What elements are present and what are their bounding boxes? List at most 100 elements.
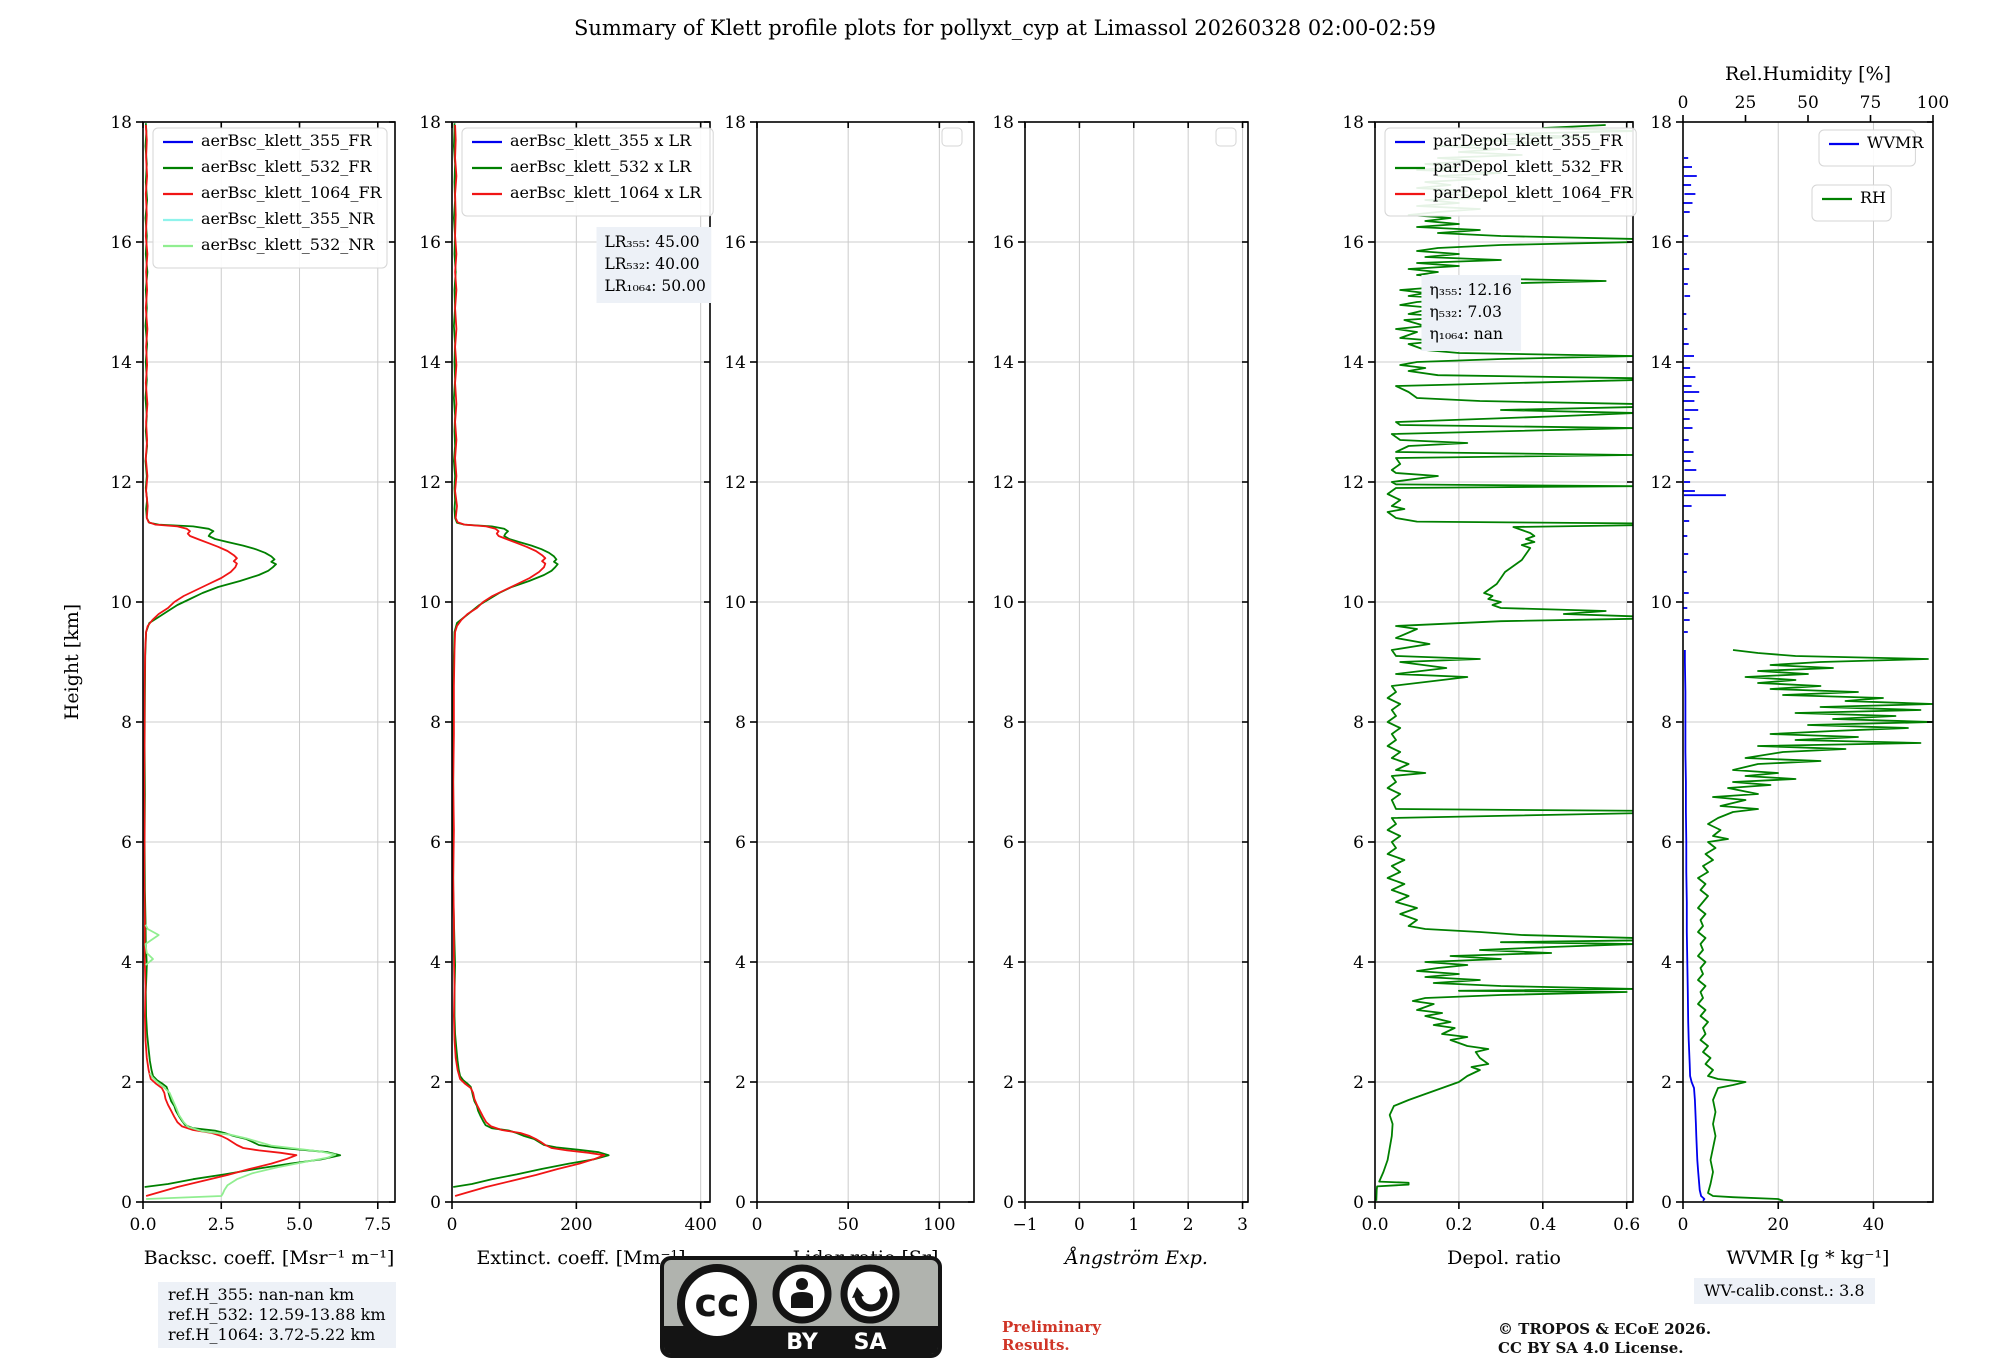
series-aerBsc_klett_532_NR (144, 924, 160, 966)
y-tick-label: 0 (430, 1193, 441, 1213)
legend-label: aerBsc_klett_355_NR (201, 209, 375, 228)
extinction-panel-frame (451, 121, 711, 1203)
depol-ratio-panel-series (1375, 124, 1633, 1201)
angstroem-panel-xlabel: Ångström Exp. (1063, 1247, 1208, 1269)
cc-letters: cc (694, 1281, 739, 1325)
preliminary-results-note: Preliminary Results. (1002, 1318, 1101, 1354)
annotation-line: η₃₅₅: 12.16 (1429, 281, 1511, 299)
y-tick-label: 18 (1650, 113, 1672, 133)
depol-ratio-panel-xlabel: Depol. ratio (1447, 1247, 1561, 1269)
share-alike-arrowhead (852, 1287, 864, 1298)
legend-label: WVMR (1867, 133, 1924, 152)
backscatter-panel-legend: aerBsc_klett_355_FR aerBsc_klett_532_FRae… (152, 127, 388, 269)
legend-label: aerBsc_klett_532_FR (201, 157, 372, 176)
extinction-panel-legend: aerBsc_klett_355 x LR aerBsc_klett_532 x … (461, 127, 714, 217)
y-tick-label: 4 (430, 953, 441, 973)
y-tick-label: 16 (992, 233, 1014, 253)
y-tick-label: 0 (1353, 1193, 1364, 1213)
legend-label: RH (1860, 188, 1886, 207)
y-tick-label: 16 (724, 233, 746, 253)
annotation-line: LR₁₀₆₄: 50.00 (604, 277, 705, 295)
y-tick-label: 12 (992, 473, 1014, 493)
extinction-panel-series (452, 123, 610, 1197)
y-tick-label: 8 (735, 713, 746, 733)
y-tick-label: 16 (1342, 233, 1364, 253)
angstroem-panel-frame (1024, 121, 1249, 1203)
x-tick-label: 0 (447, 1215, 458, 1235)
reference-height-box: ref.H_355: nan-nan km ref.H_532: 12.59-1… (158, 1282, 396, 1348)
y-tick-label: 2 (1003, 1073, 1014, 1093)
x-tick-label: 0 (1678, 1215, 1689, 1235)
ref-h-355: ref.H_355: nan-nan km (168, 1285, 355, 1304)
y-tick-label: 8 (1353, 713, 1364, 733)
wvmr-rh-panel-legend: RH (1811, 184, 1892, 222)
person-body (791, 1292, 813, 1308)
series-parDepol_klett_532_FR (1375, 124, 1633, 1201)
share-alike-icon (840, 1264, 900, 1324)
y-tick-label: 8 (121, 713, 132, 733)
series-WVMR (1684, 650, 1706, 1202)
x-tick-label: −1 (1012, 1215, 1037, 1235)
rh-axis-label: Rel.Humidity [%] (1725, 63, 1891, 85)
y-tick-label: 18 (992, 113, 1014, 133)
lidar-ratio-panel: 050100024681012141618Lidar ratio [Sr] (724, 113, 975, 1269)
y-tick-label: 18 (419, 113, 441, 133)
wvmr-rh-panel-series (1683, 157, 1933, 1202)
top-tick-label: 75 (1860, 93, 1882, 113)
x-tick-label: 0 (1074, 1215, 1085, 1235)
y-tick-label: 6 (1003, 833, 1014, 853)
height-axis-label: Height [km] (61, 604, 83, 720)
x-tick-label: 0.2 (1445, 1215, 1472, 1235)
wvmr-rh-panel-xlabel: WVMR [g * kg⁻¹] (1727, 1247, 1890, 1269)
legend-label: aerBsc_klett_1064_FR (201, 183, 383, 202)
ref-h-1064: ref.H_1064: 3.72-5.22 km (168, 1325, 376, 1344)
y-tick-label: 10 (724, 593, 746, 613)
series-aerBsc_klett_532_FR (143, 123, 342, 1188)
y-tick-label: 12 (1650, 473, 1672, 493)
y-tick-label: 6 (1661, 833, 1672, 853)
y-tick-label: 18 (1342, 113, 1364, 133)
annotation-line: LR₅₃₂: 40.00 (604, 255, 699, 273)
angstroem-panel-legend (1215, 127, 1237, 147)
y-tick-label: 8 (430, 713, 441, 733)
x-tick-label: 2.5 (208, 1215, 235, 1235)
y-tick-label: 0 (121, 1193, 132, 1213)
backscatter-panel-frame (142, 121, 396, 1203)
figure-title: Summary of Klett profile plots for polly… (573, 16, 1436, 40)
y-tick-label: 0 (1661, 1193, 1672, 1213)
badge-by-label: BY (786, 1330, 819, 1355)
y-tick-label: 2 (1661, 1073, 1672, 1093)
y-tick-label: 2 (735, 1073, 746, 1093)
x-tick-label: 200 (560, 1215, 592, 1235)
x-tick-label: 2 (1183, 1215, 1194, 1235)
y-tick-label: 10 (1342, 593, 1364, 613)
y-tick-label: 10 (419, 593, 441, 613)
y-tick-label: 18 (110, 113, 132, 133)
lidar-ratio-panel-frame (756, 121, 975, 1203)
y-tick-label: 14 (419, 353, 441, 373)
y-tick-label: 6 (1353, 833, 1364, 853)
y-tick-label: 4 (1661, 953, 1672, 973)
y-tick-label: 4 (735, 953, 746, 973)
y-tick-label: 18 (724, 113, 746, 133)
y-tick-label: 16 (1650, 233, 1672, 253)
x-tick-label: 0 (752, 1215, 763, 1235)
legend-label: aerBsc_klett_355_FR (201, 131, 372, 150)
x-tick-label: 20 (1767, 1215, 1789, 1235)
x-tick-label: 100 (923, 1215, 955, 1235)
depol-ratio-panel: 0.0 0.2 0.4 0.6 0 2 4 6 8 10 12 14 16 18 Depol. ratio p… (1342, 113, 1640, 1269)
y-tick-label: 12 (110, 473, 132, 493)
y-tick-label: 12 (724, 473, 746, 493)
backscatter-panel-xlabel: Backsc. coeff. [Msr⁻¹ m⁻¹] (144, 1247, 395, 1269)
cc-circle-icon (677, 1264, 757, 1344)
y-tick-label: 14 (992, 353, 1014, 373)
x-tick-label: 1 (1128, 1215, 1139, 1235)
annotation-line: η₁₀₆₄: nan (1429, 325, 1503, 343)
top-tick-label: 50 (1797, 93, 1819, 113)
y-tick-label: 0 (735, 1193, 746, 1213)
legend-label: aerBsc_klett_532 x LR (510, 157, 692, 176)
y-tick-label: 12 (1342, 473, 1364, 493)
depol-ratio-panel-annotation: η₃₅₅: 12.16 η₅₃₂: 7.03 η₁₀₆₄: nan (1421, 275, 1522, 351)
